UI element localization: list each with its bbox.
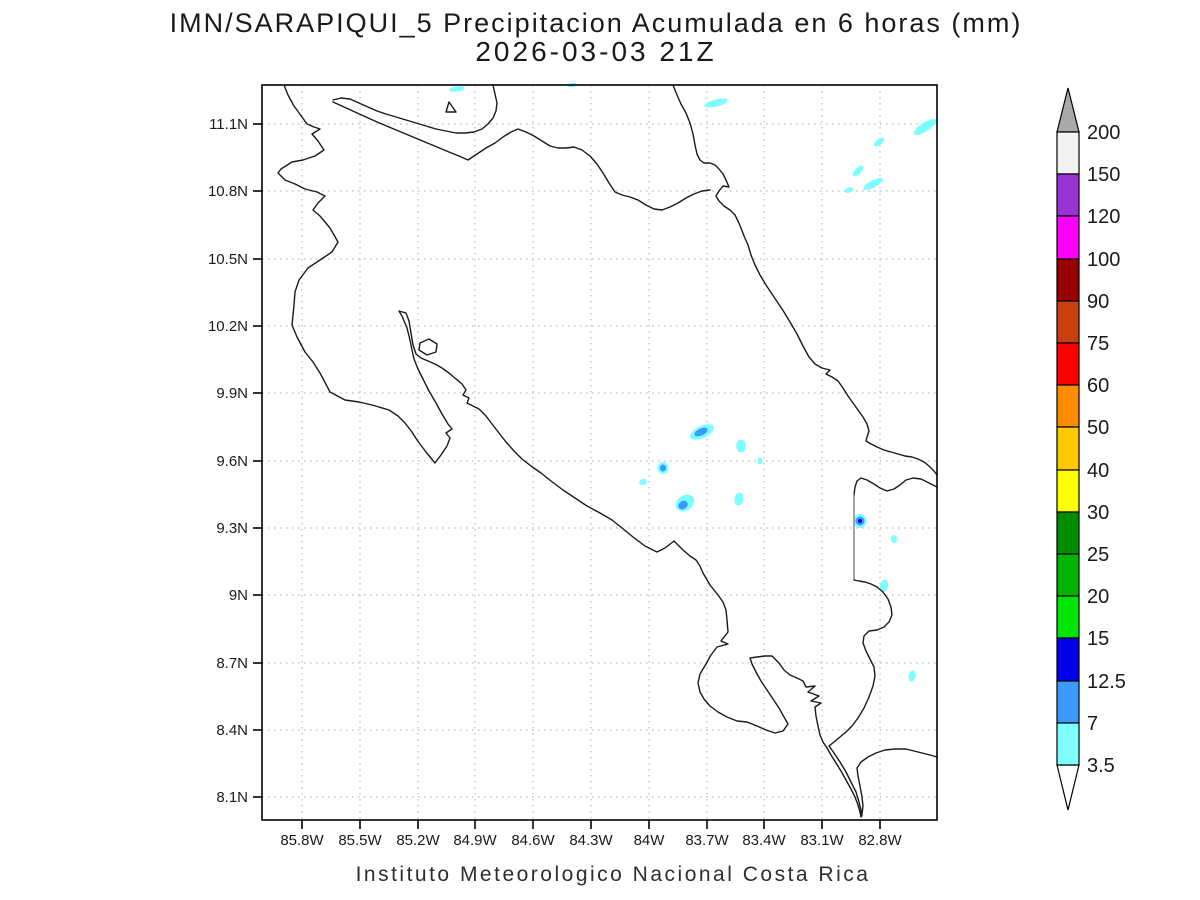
colorbar-segment bbox=[1056, 173, 1080, 217]
lon-tick-label: 82.8W bbox=[858, 832, 902, 849]
lon-tick-label: 85.5W bbox=[338, 832, 382, 849]
map-frame bbox=[261, 84, 938, 821]
axis-labels-layer: 85.8W 85.5W 85.2W 84.9W 84.6W 84.3W 84W 83.7W 83… bbox=[208, 116, 903, 849]
lon-tick-label: 84.6W bbox=[511, 832, 555, 849]
colorbar-segment bbox=[1056, 637, 1080, 682]
lake-island bbox=[445, 101, 457, 113]
precip-cell bbox=[757, 457, 763, 465]
talamanca-burica-border bbox=[828, 579, 893, 817]
colorbar-label: 7 bbox=[1087, 713, 1098, 735]
lon-tick-label: 84W bbox=[634, 832, 666, 849]
colorbar-segment bbox=[1056, 426, 1080, 471]
colorbar-arrow-down bbox=[1056, 764, 1080, 811]
precip-cell bbox=[844, 187, 854, 193]
colorbar-label: 25 bbox=[1087, 544, 1109, 566]
lon-tick-label: 83.7W bbox=[685, 832, 729, 849]
precip-cell bbox=[879, 579, 889, 593]
coastline-layer bbox=[277, 84, 938, 818]
colorbar-segment bbox=[1056, 342, 1080, 386]
lat-tick-label: 8.4N bbox=[216, 722, 248, 739]
lat-tick-label: 10.2N bbox=[208, 318, 248, 335]
lake-nicaragua-shore bbox=[332, 84, 498, 134]
colorbar-label: 150 bbox=[1087, 164, 1120, 186]
colorbar-label: 12.5 bbox=[1087, 671, 1126, 693]
colorbar-segment bbox=[1056, 258, 1080, 302]
lon-tick-label: 85.8W bbox=[280, 832, 324, 849]
precip-cell bbox=[678, 500, 688, 510]
lon-tick-label: 84.9W bbox=[453, 832, 497, 849]
colorbar-label: 3.5 bbox=[1087, 755, 1115, 777]
precip-cell bbox=[704, 98, 728, 108]
colorbar-label: 50 bbox=[1087, 417, 1109, 439]
lat-tick-label: 10.8N bbox=[208, 183, 248, 200]
colorbar-label: 30 bbox=[1087, 502, 1109, 524]
precip-cell bbox=[734, 492, 744, 506]
colorbar-segment bbox=[1056, 215, 1080, 260]
precip-cell bbox=[852, 165, 864, 177]
title-datetime: 2026-03-03 21Z bbox=[475, 36, 716, 67]
colorbar-segment bbox=[1056, 595, 1080, 639]
colorbar-segment bbox=[1056, 680, 1080, 724]
lat-tick-label: 11.1N bbox=[209, 116, 248, 133]
lon-tick-label: 83.4W bbox=[742, 832, 786, 849]
precip-cell bbox=[858, 519, 862, 523]
precip-cell bbox=[694, 427, 708, 437]
precip-cell bbox=[863, 178, 883, 190]
almirante-bay bbox=[853, 477, 938, 496]
colorbar-label: 60 bbox=[1087, 375, 1109, 397]
isla-chira bbox=[418, 338, 438, 356]
lat-tick-label: 9.3N bbox=[216, 520, 248, 537]
colorbar-label: 120 bbox=[1087, 206, 1120, 228]
lon-tick-label: 84.3W bbox=[569, 832, 613, 849]
page-title: IMN/SARAPIQUI_5 Precipitacion Acumulada … bbox=[170, 8, 1023, 38]
colorbar-segment bbox=[1056, 300, 1080, 344]
map-frame-layer bbox=[261, 84, 938, 821]
colorbar-label: 75 bbox=[1087, 333, 1109, 355]
precip-cell bbox=[913, 118, 937, 136]
lat-tick-label: 9.9N bbox=[216, 385, 248, 402]
caribbean-coast bbox=[672, 84, 938, 476]
lat-tick-label: 8.7N bbox=[216, 655, 248, 672]
colorbar-arrow-up bbox=[1056, 87, 1080, 133]
colorbar-label: 20 bbox=[1087, 586, 1109, 608]
lon-tick-label: 83.1W bbox=[800, 832, 844, 849]
colorbar-segment bbox=[1056, 131, 1080, 175]
colorbar-segment bbox=[1056, 384, 1080, 428]
colorbar: 200 150 120 100 90 75 60 50 40 30 25 20 15 12.5 7 3.5 bbox=[1056, 87, 1126, 811]
colorbar-segment bbox=[1056, 722, 1080, 766]
colorbar-label: 100 bbox=[1087, 249, 1120, 271]
lat-tick-label: 9.6N bbox=[216, 453, 248, 470]
colorbar-segment bbox=[1056, 511, 1080, 555]
colorbar-label: 90 bbox=[1087, 291, 1109, 313]
lon-tick-label: 85.2W bbox=[396, 832, 440, 849]
colorbar-label: 40 bbox=[1087, 460, 1109, 482]
precip-cell bbox=[891, 535, 897, 543]
nicaragua-border-river bbox=[332, 101, 711, 211]
lat-tick-label: 10.5N bbox=[208, 251, 248, 268]
precipitation-cells bbox=[449, 82, 937, 682]
precip-cell bbox=[639, 478, 647, 486]
precip-cell bbox=[908, 670, 916, 682]
lat-tick-label: 8.1N bbox=[216, 789, 248, 806]
lat-tick-label: 9N bbox=[229, 587, 248, 604]
panama-pacific-coast bbox=[856, 748, 938, 815]
precip-cell bbox=[736, 439, 746, 453]
colorbar-segment bbox=[1056, 553, 1080, 597]
colorbar-label: 200 bbox=[1087, 122, 1120, 144]
precip-cell bbox=[873, 137, 885, 147]
colorbar-label: 15 bbox=[1087, 628, 1109, 650]
colorbar-segment bbox=[1056, 469, 1080, 513]
pacific-coast bbox=[277, 84, 862, 818]
precip-cell bbox=[449, 86, 465, 92]
attribution-text: Instituto Meteorologico Nacional Costa R… bbox=[356, 863, 871, 886]
precip-cell bbox=[660, 464, 666, 472]
grid-lines bbox=[262, 85, 937, 820]
